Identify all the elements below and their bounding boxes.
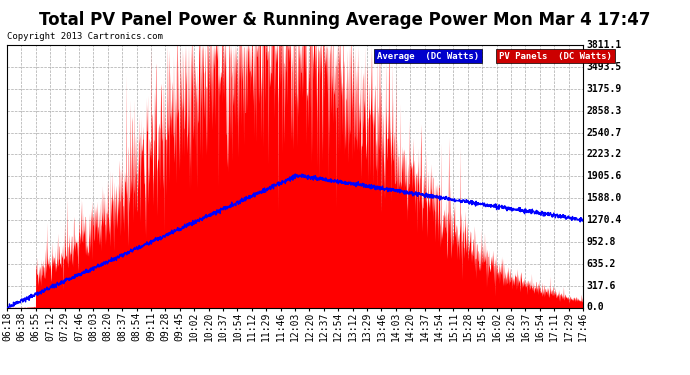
Text: 3493.5: 3493.5: [586, 62, 622, 72]
Text: 317.6: 317.6: [586, 280, 616, 291]
Text: 1270.4: 1270.4: [586, 215, 622, 225]
Text: 1905.6: 1905.6: [586, 171, 622, 181]
Text: 0.0: 0.0: [586, 303, 604, 312]
Text: 3175.9: 3175.9: [586, 84, 622, 94]
Text: 2858.3: 2858.3: [586, 106, 622, 116]
Text: Average  (DC Watts): Average (DC Watts): [377, 52, 479, 61]
Text: Copyright 2013 Cartronics.com: Copyright 2013 Cartronics.com: [7, 32, 163, 41]
Text: PV Panels  (DC Watts): PV Panels (DC Watts): [499, 52, 612, 61]
Text: 3811.1: 3811.1: [586, 40, 622, 50]
Text: Total PV Panel Power & Running Average Power Mon Mar 4 17:47: Total PV Panel Power & Running Average P…: [39, 11, 651, 29]
Text: 635.2: 635.2: [586, 259, 616, 269]
Text: 2540.7: 2540.7: [586, 128, 622, 138]
Text: 952.8: 952.8: [586, 237, 616, 247]
Text: 2223.2: 2223.2: [586, 149, 622, 159]
Text: 1588.0: 1588.0: [586, 193, 622, 203]
